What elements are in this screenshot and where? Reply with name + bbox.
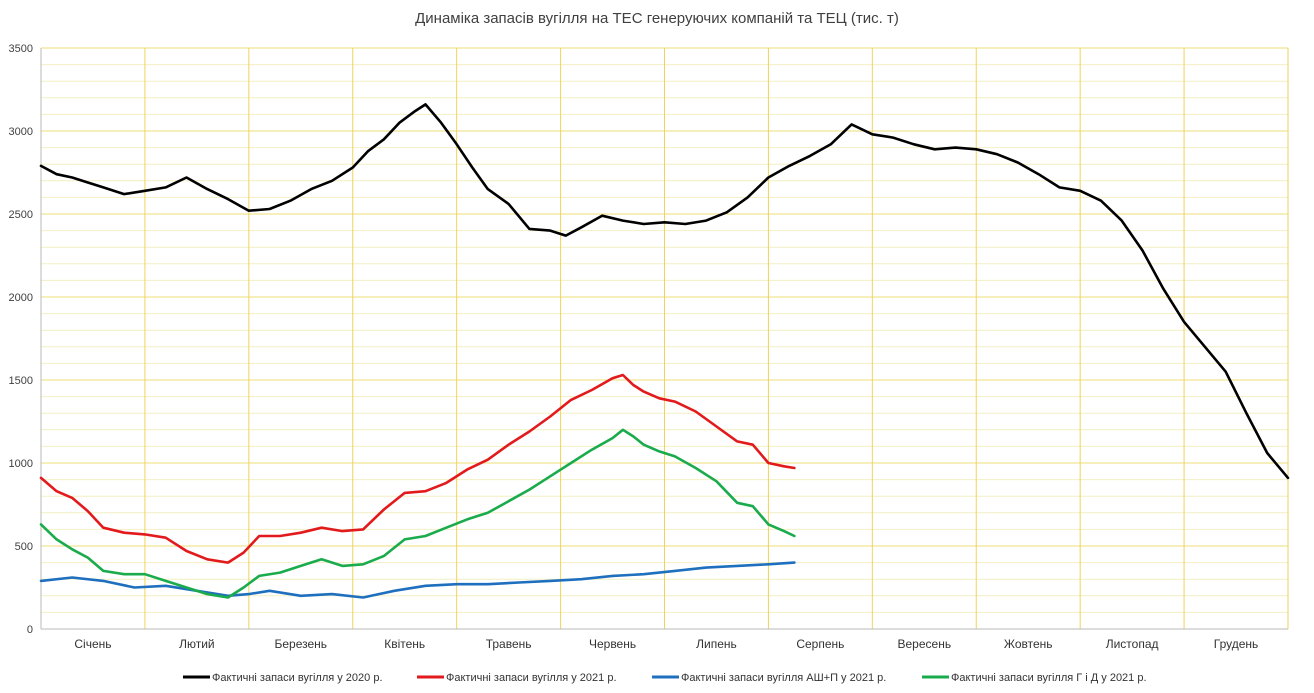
legend: Фактичні запаси вугілля у 2020 р. Фактичн…	[183, 672, 1147, 684]
y-tick-label: 3000	[9, 126, 33, 138]
series-line-4	[39, 428, 796, 599]
x-tick-label: Січень	[74, 637, 111, 651]
x-tick-label: Лютий	[179, 637, 215, 651]
x-tick-label: Листопад	[1106, 637, 1159, 651]
y-tick-label: 500	[15, 541, 33, 553]
legend-label: Фактичні запаси вугілля у 2020 р.	[212, 672, 383, 684]
x-tick-label: Червень	[589, 637, 636, 651]
y-tick-label: 1000	[9, 458, 33, 470]
legend-label: Фактичні запаси вугілля у 2021 р.	[446, 672, 617, 684]
x-tick-label: Жовтень	[1004, 637, 1053, 651]
y-tick-label: 2000	[9, 292, 33, 304]
legend-label: Фактичні запаси вугілля АШ+П у 2021 р.	[681, 672, 886, 684]
series-layer	[39, 103, 1290, 599]
legend-label: Фактичні запаси вугілля Г і Д у 2021 р.	[951, 672, 1147, 684]
y-tick-label: 0	[27, 624, 33, 636]
y-tick-label: 2500	[9, 209, 33, 221]
axis-layer: 0 500 1000 1500 2000 2500 3000 3500 Січень Лютий Б…	[9, 43, 1288, 651]
x-tick-label: Вересень	[898, 637, 952, 651]
series-line-1	[39, 103, 1290, 480]
x-tick-label: Квітень	[384, 637, 425, 651]
x-tick-label: Березень	[275, 637, 328, 651]
x-tick-label: Липень	[696, 637, 737, 651]
x-tick-label: Грудень	[1214, 637, 1259, 651]
series-line-2	[39, 373, 796, 564]
y-tick-label: 1500	[9, 375, 33, 387]
series-line-3	[39, 561, 796, 599]
x-tick-label: Серпень	[796, 637, 844, 651]
grid-layer	[41, 47, 1289, 629]
x-tick-label: Травень	[486, 637, 532, 651]
y-tick-label: 3500	[9, 43, 33, 55]
chart-title: Динаміка запасів вугілля на ТЕС генеруюч…	[415, 10, 899, 27]
